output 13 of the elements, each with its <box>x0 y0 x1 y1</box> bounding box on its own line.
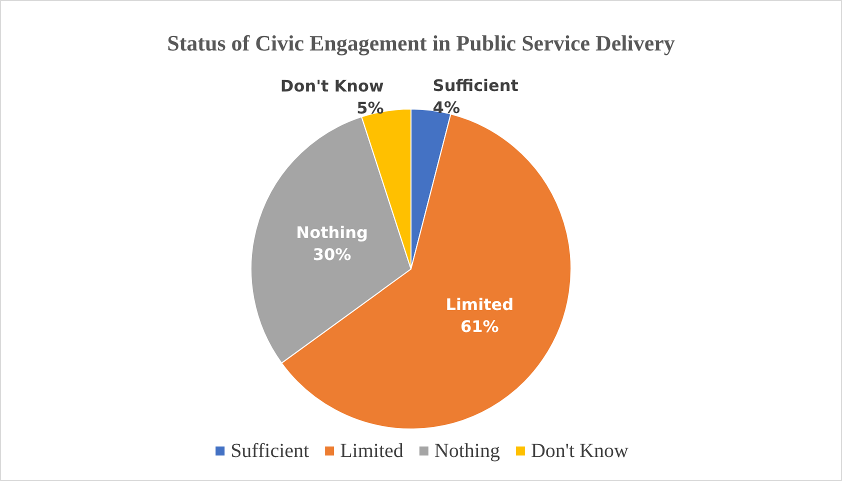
chart-title: Status of Civic Engagement in Public Service Delivery <box>167 30 675 56</box>
legend-label: Limited <box>340 440 404 462</box>
data-label: 61% <box>460 317 499 336</box>
legend-label: Sufficient <box>230 440 310 462</box>
data-label: 4% <box>432 98 460 117</box>
slice-label: Sufficient <box>432 76 519 95</box>
slice-label: Don't Know <box>280 76 384 96</box>
slice-label: Nothing <box>296 222 368 242</box>
legend-label: Don't Know <box>530 440 629 462</box>
slice-label: Limited <box>446 295 514 314</box>
data-label: 30% <box>312 244 352 264</box>
data-label: 5% <box>356 98 384 118</box>
legend-label: Nothing <box>434 440 500 462</box>
